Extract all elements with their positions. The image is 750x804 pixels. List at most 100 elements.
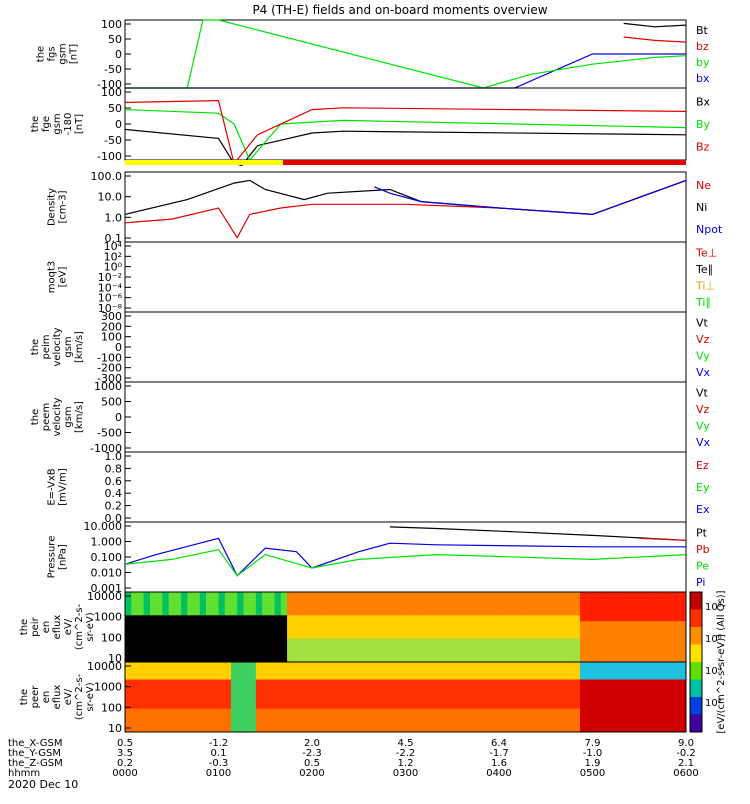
- heatmap-cell: [467, 615, 475, 622]
- heatmap-cell: [206, 708, 213, 715]
- heatmap-cell: [673, 697, 681, 704]
- heatmap-cell: [374, 615, 382, 622]
- heatmap-cell: [393, 726, 400, 733]
- heatmap-cell: [492, 621, 500, 628]
- y-tick-label: -50: [104, 134, 122, 147]
- heatmap-cell: [623, 685, 631, 692]
- heatmap-cell: [162, 714, 170, 721]
- heatmap-cell: [661, 644, 668, 651]
- heatmap-cell: [586, 592, 593, 599]
- heatmap-cell: [361, 638, 369, 645]
- heatmap-cell: [492, 592, 500, 599]
- heatmap-cell: [505, 592, 512, 599]
- heatmap-cell: [673, 644, 681, 651]
- heatmap-cell: [679, 627, 687, 634]
- heatmap-cell: [187, 632, 195, 640]
- heatmap-cell: [162, 627, 170, 634]
- heatmap-cell: [442, 597, 450, 605]
- heatmap-cell: [349, 714, 357, 721]
- heatmap-cell: [312, 673, 319, 680]
- heatmap-cell: [617, 662, 625, 669]
- heatmap-cell: [442, 615, 450, 622]
- heatmap-cell: [611, 667, 618, 675]
- heatmap-cell: [224, 662, 232, 669]
- heatmap-cell: [131, 702, 138, 710]
- heatmap-cell: [679, 592, 687, 599]
- heatmap-cell: [274, 726, 282, 733]
- heatmap-cell: [262, 592, 269, 599]
- heatmap-cell: [224, 685, 232, 692]
- heatmap-cell: [604, 667, 612, 675]
- heatmap-cell: [262, 638, 269, 645]
- heatmap-cell: [299, 621, 307, 628]
- heatmap-cell: [149, 603, 157, 610]
- heatmap-cell: [349, 708, 357, 715]
- heatmap-cell: [355, 650, 363, 657]
- heatmap-cell: [343, 667, 350, 675]
- heatmap-cell: [187, 597, 195, 605]
- heatmap-cell: [330, 656, 338, 663]
- heatmap-cell: [623, 609, 631, 616]
- heatmap-cell: [156, 603, 163, 610]
- y-tick-label: 0: [115, 411, 122, 424]
- heatmap-cell: [654, 697, 662, 704]
- heatmap-cell: [542, 691, 550, 698]
- heatmap-cell: [368, 667, 375, 675]
- heatmap-cell: [592, 708, 600, 715]
- heatmap-cell: [642, 644, 650, 651]
- heatmap-cell: [467, 708, 475, 715]
- heatmap-cell: [336, 638, 344, 645]
- heatmap-cell: [168, 638, 176, 645]
- heatmap-cell: [299, 592, 307, 599]
- heatmap-cell: [218, 603, 226, 610]
- heatmap-cell: [548, 691, 556, 698]
- heatmap-cell: [174, 708, 182, 715]
- heatmap-cell: [455, 656, 463, 663]
- heatmap-cell: [318, 662, 325, 669]
- heatmap-cell: [480, 650, 488, 657]
- heatmap-cell: [355, 697, 363, 704]
- heatmap-cell: [193, 714, 201, 721]
- heatmap-cell: [467, 714, 475, 721]
- heatmap-cell: [174, 679, 182, 686]
- heatmap-cell: [386, 638, 394, 645]
- heatmap-cell: [312, 720, 319, 727]
- heatmap-cell: [149, 691, 157, 698]
- heatmap-cell: [442, 638, 450, 645]
- heatmap-cell: [548, 714, 556, 721]
- heatmap-cell: [355, 702, 363, 710]
- heatmap-cell: [486, 673, 494, 680]
- heatmap-cell: [505, 638, 512, 645]
- heatmap-cell: [399, 638, 406, 645]
- heatmap-cell: [224, 597, 232, 605]
- panel-peer-en-eflux: 10000100010010thepeerenefluxeV/(cm^2-s-s…: [19, 660, 687, 735]
- heatmap-cell: [580, 667, 587, 675]
- heatmap-cell: [461, 667, 469, 675]
- heatmap-cell: [156, 697, 163, 704]
- heatmap-cell: [368, 632, 375, 640]
- heatmap-cell: [237, 720, 244, 727]
- footer-value: 1.9: [585, 758, 601, 769]
- heatmap-cell: [499, 632, 506, 640]
- heatmap-cell: [555, 679, 562, 686]
- heatmap-cell: [573, 650, 581, 657]
- heatmap-cell: [361, 673, 369, 680]
- heatmap-cell: [131, 691, 138, 698]
- heatmap-cell: [149, 685, 157, 692]
- heatmap-cell: [137, 627, 145, 634]
- heatmap-cell: [517, 650, 525, 657]
- heatmap-cell: [262, 662, 269, 669]
- heatmap-cell: [673, 662, 681, 669]
- heatmap-cell: [424, 662, 431, 669]
- heatmap-cell: [492, 726, 500, 733]
- heatmap-cell: [262, 621, 269, 628]
- heatmap-cell: [268, 615, 276, 622]
- heatmap-cell: [636, 592, 643, 599]
- heatmap-cell: [530, 691, 537, 698]
- heatmap-cell: [586, 627, 593, 634]
- heatmap-cell: [206, 714, 213, 721]
- heatmap-cell: [280, 679, 288, 686]
- heatmap-cell: [648, 644, 656, 651]
- heatmap-cell: [523, 726, 531, 733]
- heatmap-cell: [143, 615, 151, 622]
